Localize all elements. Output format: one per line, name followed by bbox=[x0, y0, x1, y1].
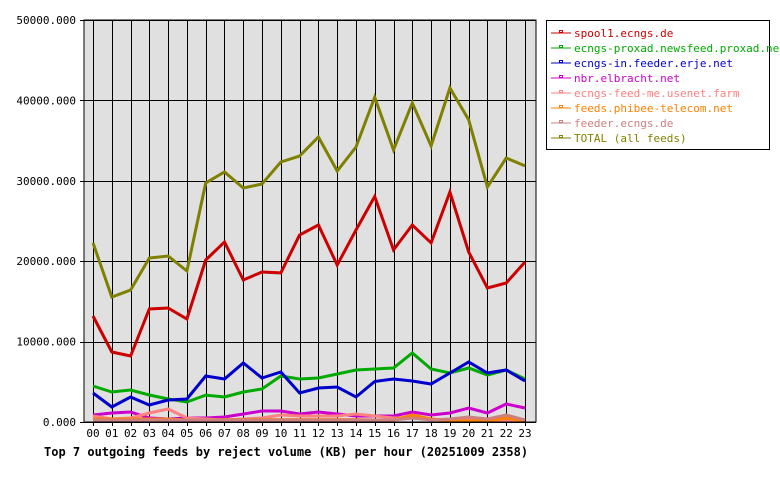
legend: spool1.ecngs.de ecngs-proxad.newsfeed.pro… bbox=[546, 20, 780, 150]
x-tick-label: 02 bbox=[124, 427, 137, 440]
x-tick-label: 08 bbox=[237, 427, 250, 440]
x-tick-label: 22 bbox=[500, 427, 513, 440]
legend-item: spool1.ecngs.de bbox=[551, 27, 673, 40]
legend-label: spool1.ecngs.de bbox=[574, 27, 673, 40]
x-tick-label: 05 bbox=[180, 427, 193, 440]
series-line-2 bbox=[92, 360, 526, 409]
legend-item: ecngs-feed-me.usenet.farm bbox=[551, 87, 740, 100]
y-tick-label: 0.000 bbox=[43, 416, 76, 429]
x-tick-label: 04 bbox=[162, 427, 176, 440]
legend-item: ecngs-in.feeder.erje.net bbox=[551, 57, 733, 70]
x-tick-label: 13 bbox=[331, 427, 344, 440]
grid-lines bbox=[80, 20, 536, 426]
series-line-0 bbox=[91, 187, 527, 358]
legend-label: TOTAL (all feeds) bbox=[574, 132, 687, 145]
x-axis-ticks: 00 01 02 03 04 05 06 07 08 09 10 11 12 13 14 15 16 17 18 19… bbox=[86, 427, 531, 440]
x-tick-label: 11 bbox=[293, 427, 306, 440]
x-tick-label: 00 bbox=[86, 427, 99, 440]
x-tick-label: 15 bbox=[368, 427, 381, 440]
x-tick-label: 21 bbox=[481, 427, 494, 440]
legend-marker-icon bbox=[559, 45, 563, 48]
legend-label: nbr.elbracht.net bbox=[574, 72, 680, 85]
plot-background bbox=[84, 20, 536, 422]
legend-marker-icon bbox=[559, 60, 563, 63]
legend-item: nbr.elbracht.net bbox=[551, 72, 680, 85]
x-tick-label: 19 bbox=[443, 427, 456, 440]
legend-marker-icon bbox=[559, 135, 563, 138]
y-tick-label: 50000.000 bbox=[16, 14, 76, 27]
y-tick-label: 10000.000 bbox=[16, 336, 76, 349]
y-tick-label: 40000.000 bbox=[16, 94, 76, 107]
legend-marker-icon bbox=[559, 90, 563, 93]
y-tick-label: 30000.000 bbox=[16, 175, 76, 188]
legend-box bbox=[546, 20, 770, 150]
x-tick-label: 16 bbox=[387, 427, 400, 440]
series-line-7 bbox=[91, 84, 526, 299]
series-line-6 bbox=[93, 413, 526, 422]
series-lines bbox=[91, 84, 527, 423]
x-tick-label: 14 bbox=[349, 427, 363, 440]
x-tick-label: 12 bbox=[312, 427, 325, 440]
y-axis-ticks: 0.000 10000.000 20000.000 30000.000 40000.00… bbox=[16, 14, 76, 429]
x-tick-label: 01 bbox=[105, 427, 118, 440]
x-tick-label: 18 bbox=[424, 427, 437, 440]
x-tick-label: 17 bbox=[406, 427, 419, 440]
x-tick-label: 06 bbox=[199, 427, 212, 440]
legend-marker-icon bbox=[559, 30, 563, 33]
legend-item: TOTAL (all feeds) bbox=[551, 132, 687, 145]
legend-label: feeder.ecngs.de bbox=[574, 117, 673, 130]
legend-item: feeds.phibee-telecom.net bbox=[551, 102, 733, 115]
legend-marker-icon bbox=[559, 75, 563, 78]
legend-label: ecngs-feed-me.usenet.farm bbox=[574, 87, 740, 100]
legend-marker-icon bbox=[559, 120, 563, 123]
chart-title: Top 7 outgoing feeds by reject volume (K… bbox=[44, 445, 528, 459]
legend-label: ecngs-in.feeder.erje.net bbox=[574, 57, 733, 70]
x-tick-label: 03 bbox=[143, 427, 156, 440]
legend-item: feeder.ecngs.de bbox=[551, 117, 673, 130]
x-tick-label: 23 bbox=[518, 427, 531, 440]
x-tick-label: 10 bbox=[274, 427, 287, 440]
y-tick-label: 20000.000 bbox=[16, 255, 76, 268]
plot-frame bbox=[83, 19, 537, 423]
x-tick-label: 07 bbox=[218, 427, 231, 440]
x-tick-label: 20 bbox=[462, 427, 475, 440]
x-tick-label: 09 bbox=[255, 427, 268, 440]
legend-label: feeds.phibee-telecom.net bbox=[574, 102, 733, 115]
legend-label: ecngs-proxad.newsfeed.proxad.net bbox=[574, 42, 780, 55]
legend-item: ecngs-proxad.newsfeed.proxad.net bbox=[551, 42, 780, 55]
legend-marker-icon bbox=[559, 105, 563, 108]
